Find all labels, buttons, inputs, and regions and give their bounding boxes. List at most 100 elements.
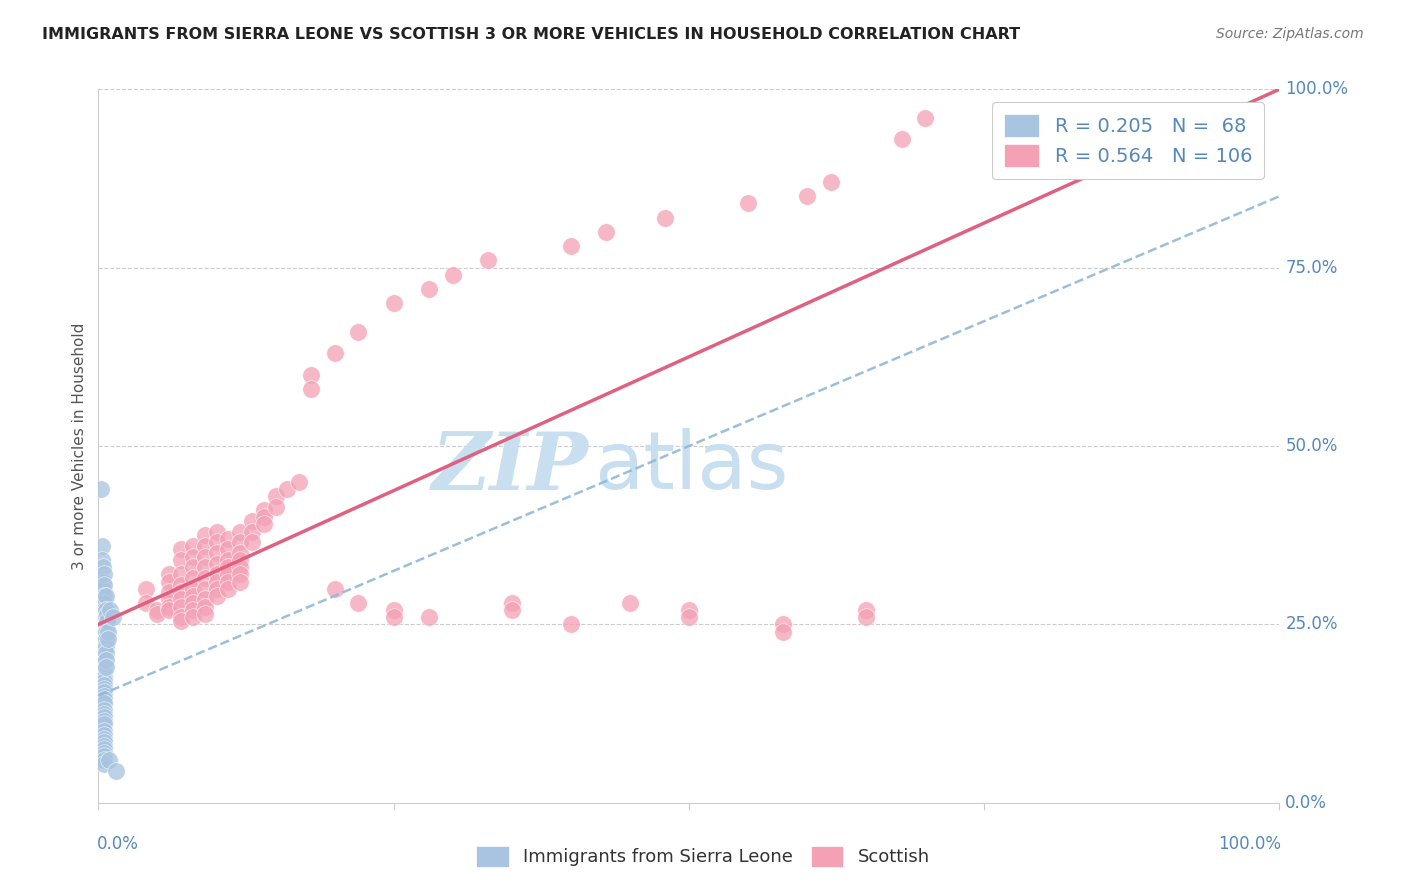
Point bbox=[170, 585, 193, 599]
Point bbox=[93, 742, 115, 756]
Point bbox=[205, 589, 228, 603]
Point bbox=[560, 617, 582, 632]
Point bbox=[181, 571, 204, 585]
Point bbox=[91, 560, 114, 574]
Point bbox=[194, 607, 217, 621]
Point bbox=[93, 710, 115, 724]
Point bbox=[382, 603, 405, 617]
Point bbox=[97, 624, 120, 639]
Point bbox=[94, 639, 117, 653]
Point bbox=[157, 603, 180, 617]
Point bbox=[170, 610, 193, 624]
Point bbox=[229, 535, 252, 549]
Text: 50.0%: 50.0% bbox=[1285, 437, 1337, 455]
Point bbox=[91, 539, 114, 553]
Point bbox=[205, 567, 228, 582]
Point bbox=[217, 582, 239, 596]
Point bbox=[93, 617, 115, 632]
Point bbox=[93, 681, 115, 696]
Point bbox=[96, 607, 118, 621]
Point bbox=[170, 542, 193, 557]
Point bbox=[91, 599, 114, 614]
Point bbox=[94, 632, 117, 646]
Point bbox=[890, 132, 912, 146]
Point bbox=[217, 567, 239, 582]
Point bbox=[93, 735, 115, 749]
Point bbox=[93, 731, 115, 746]
Point bbox=[229, 560, 252, 574]
Point bbox=[595, 225, 617, 239]
Point bbox=[205, 524, 228, 539]
Point bbox=[253, 517, 276, 532]
Point bbox=[229, 567, 252, 582]
Point bbox=[240, 524, 263, 539]
Point bbox=[240, 514, 263, 528]
Point bbox=[93, 696, 115, 710]
Point bbox=[91, 592, 114, 607]
Point bbox=[93, 706, 115, 721]
Text: atlas: atlas bbox=[595, 428, 789, 507]
Point bbox=[93, 614, 115, 628]
Point bbox=[93, 628, 115, 642]
Point bbox=[170, 553, 193, 567]
Point bbox=[93, 724, 115, 739]
Point bbox=[229, 553, 252, 567]
Text: 100.0%: 100.0% bbox=[1285, 80, 1348, 98]
Point bbox=[501, 603, 523, 617]
Point bbox=[93, 646, 115, 660]
Point bbox=[560, 239, 582, 253]
Point bbox=[217, 542, 239, 557]
Point bbox=[217, 574, 239, 589]
Point bbox=[205, 574, 228, 589]
Point bbox=[253, 510, 276, 524]
Point bbox=[772, 617, 794, 632]
Point bbox=[323, 582, 346, 596]
Point bbox=[93, 703, 115, 717]
Text: ZIP: ZIP bbox=[432, 429, 589, 506]
Point bbox=[93, 596, 115, 610]
Point bbox=[93, 653, 115, 667]
Point bbox=[194, 549, 217, 564]
Point bbox=[382, 610, 405, 624]
Point bbox=[94, 660, 117, 674]
Text: Source: ZipAtlas.com: Source: ZipAtlas.com bbox=[1216, 27, 1364, 41]
Point bbox=[93, 671, 115, 685]
Point bbox=[194, 592, 217, 607]
Point bbox=[205, 557, 228, 571]
Point bbox=[93, 749, 115, 764]
Point bbox=[91, 582, 114, 596]
Point bbox=[217, 532, 239, 546]
Point bbox=[93, 678, 115, 692]
Point bbox=[94, 603, 117, 617]
Point bbox=[93, 739, 115, 753]
Point bbox=[181, 582, 204, 596]
Point bbox=[96, 614, 118, 628]
Point bbox=[94, 617, 117, 632]
Point bbox=[914, 111, 936, 125]
Point bbox=[91, 574, 114, 589]
Point bbox=[205, 582, 228, 596]
Point bbox=[146, 607, 169, 621]
Point bbox=[205, 535, 228, 549]
Point bbox=[90, 482, 112, 496]
Point bbox=[93, 667, 115, 681]
Point bbox=[93, 639, 115, 653]
Point bbox=[98, 603, 121, 617]
Point bbox=[93, 603, 115, 617]
Point bbox=[93, 756, 115, 771]
Point bbox=[181, 603, 204, 617]
Point bbox=[194, 539, 217, 553]
Point bbox=[299, 368, 322, 382]
Point bbox=[157, 585, 180, 599]
Point bbox=[820, 175, 842, 189]
Point bbox=[157, 567, 180, 582]
Point bbox=[93, 660, 115, 674]
Point bbox=[501, 596, 523, 610]
Point bbox=[93, 624, 115, 639]
Point bbox=[93, 632, 115, 646]
Point bbox=[181, 539, 204, 553]
Text: 100.0%: 100.0% bbox=[1218, 835, 1281, 853]
Point bbox=[441, 268, 464, 282]
Point bbox=[229, 574, 252, 589]
Point bbox=[93, 664, 115, 678]
